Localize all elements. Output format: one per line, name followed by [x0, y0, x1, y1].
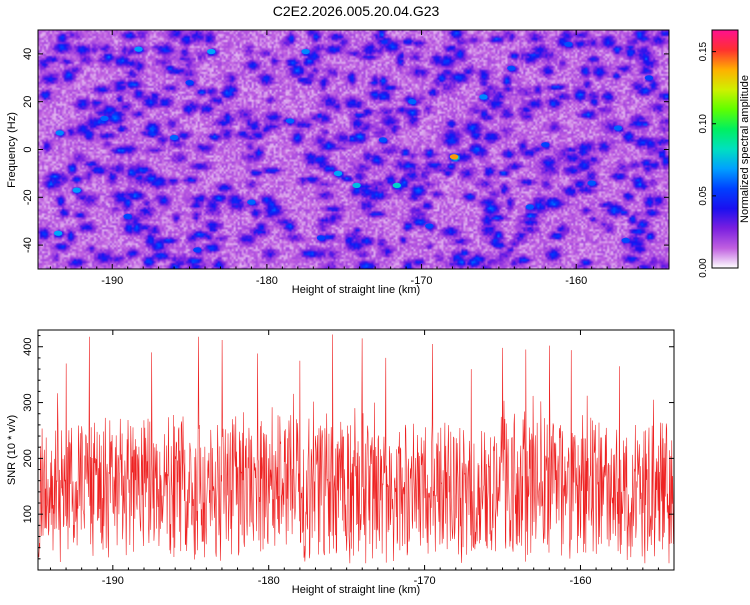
heatmap-y-tick-label: 0: [22, 146, 34, 152]
heatmap-hotspot: [425, 223, 434, 229]
series-line-snr: [38, 334, 674, 564]
heatmap-hotspots: [53, 41, 654, 253]
line-chart-x-tick-label: -180: [258, 575, 280, 587]
heatmap-hotspot: [185, 80, 194, 86]
colorbar-tick-label: 0.00: [698, 258, 709, 278]
heatmap-x-ticks: -190 -180 -170 -160: [49, 30, 670, 287]
line-chart-y-ticks: 100 200 300 400: [22, 335, 674, 560]
snr-line-chart: -190 -180 -170 -160 100 200 300 400 Height of …: [6, 329, 675, 596]
colorbar-gradient: [712, 30, 738, 268]
heatmap-y-tick-label: -40: [22, 237, 34, 253]
heatmap-raster: [38, 30, 669, 269]
heatmap-y-tick-label: 40: [22, 48, 34, 60]
heatmap-hotspot: [301, 48, 310, 55]
heatmap-hotspot: [378, 137, 388, 143]
heatmap-hotspot: [100, 115, 109, 121]
line-chart-y-tick-label: 100: [22, 505, 34, 523]
line-chart-y-tick-label: 400: [22, 338, 34, 356]
heatmap-hotspot: [247, 199, 256, 205]
spectral-heatmap: -190 -180 -170 -160 -40 -20 0 20 40 Height of s…: [6, 29, 670, 296]
heatmap-hotspot: [613, 125, 623, 131]
heatmap-y-ticks: -40 -20 0 20 40: [22, 48, 669, 253]
heatmap-hotspot: [525, 204, 534, 210]
line-chart-x-tick-label: -160: [569, 575, 591, 587]
heatmap-y-tick-label: 20: [22, 96, 34, 108]
heatmap-hotspot: [123, 213, 132, 219]
heatmap-hotspot: [564, 41, 573, 47]
heatmap-x-axis-label: Height of straight line (km): [292, 284, 420, 296]
heatmap-hotspot: [644, 75, 654, 81]
heatmap-y-tick-label: -20: [22, 189, 34, 205]
colorbar-label: Normalized spectral amplitude: [739, 75, 750, 223]
line-chart-x-axis-label: Height of straight line (km): [292, 584, 420, 596]
heatmap-hotspot: [333, 170, 343, 176]
heatmap-hotspot: [392, 182, 401, 188]
heatmap-hotspot: [53, 230, 63, 236]
line-chart-y-tick-label: 200: [22, 449, 34, 467]
heatmap-hotspot: [352, 182, 361, 188]
heatmap-hotspot: [587, 180, 596, 186]
colorbar-tick-label: 0.05: [698, 186, 709, 206]
heatmap-hotspot: [207, 48, 216, 55]
heatmap-hotspot: [72, 187, 81, 193]
heatmap-y-axis-label: Frequency (Hz): [6, 112, 18, 188]
line-chart-y-axis-label: SNR (10 * v/v): [6, 415, 18, 485]
heatmap-hotspot: [507, 65, 516, 71]
heatmap-x-tick-label: -190: [101, 275, 123, 287]
line-chart-y-tick-label: 300: [22, 393, 34, 411]
heatmap-x-tick-label: -180: [256, 275, 278, 287]
colorbar-tick-label: 0.10: [698, 114, 709, 134]
line-chart-x-tick-label: -170: [414, 575, 436, 587]
heatmap-hotspot: [449, 154, 459, 160]
colorbar-ticks: 0.00 0.05 0.10 0.15: [698, 41, 716, 278]
figure-title: C2E2.2026.005.20.04.G23: [273, 3, 440, 19]
line-chart-frame: [37, 329, 675, 571]
heatmap-hotspot: [621, 237, 630, 243]
heatmap-hotspot: [541, 142, 550, 148]
heatmap-hotspot: [316, 235, 326, 241]
heatmap-hotspot: [193, 247, 202, 253]
colorbar-tick-label: 0.15: [698, 41, 709, 61]
colorbar-frame: [711, 29, 739, 269]
line-chart-x-tick-label: -190: [102, 575, 124, 587]
heatmap-hotspot: [55, 130, 64, 136]
heatmap-hotspot: [134, 46, 143, 52]
heatmap-x-tick-label: -170: [411, 275, 433, 287]
heatmap-hotspot: [169, 134, 179, 141]
heatmap-x-tick-label: -160: [565, 275, 587, 287]
line-chart-x-ticks: -190 -180 -170 -160: [49, 330, 675, 587]
heatmap-hotspot: [408, 99, 417, 105]
heatmap-hotspot: [285, 118, 295, 124]
colorbar: 0.00 0.05 0.10 0.15 Normalized spectral amp…: [698, 29, 750, 278]
heatmap-hotspot: [479, 94, 488, 100]
